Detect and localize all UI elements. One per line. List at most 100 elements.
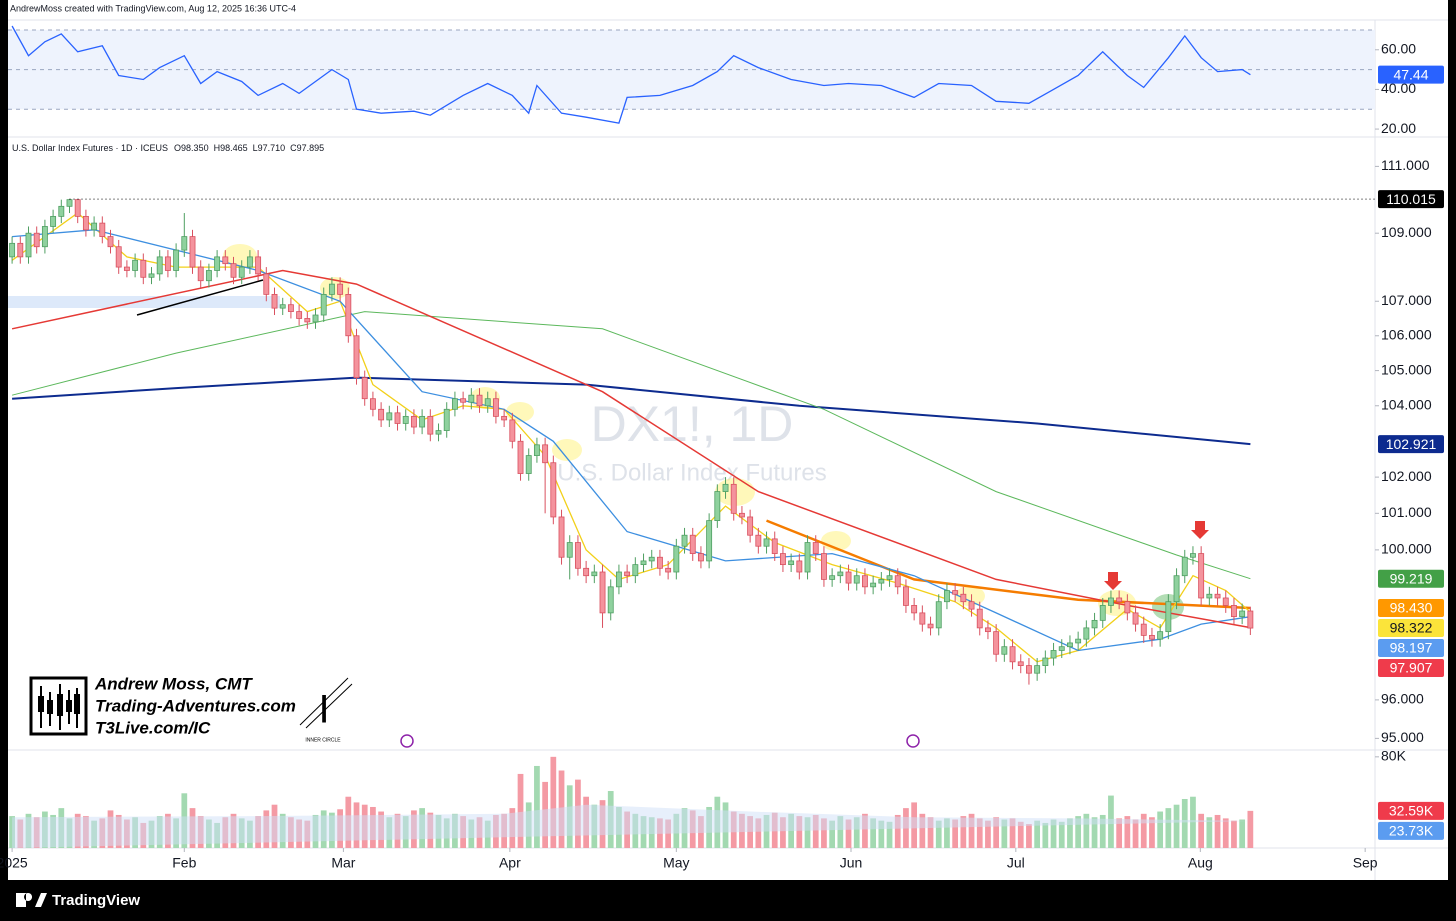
watermark-ticker: DX1!, 1D [591, 396, 794, 452]
y-tick-label: 20.00 [1381, 120, 1416, 136]
candle-body [1140, 623, 1147, 636]
candle-body [484, 398, 491, 407]
highlight [552, 439, 582, 461]
candle-body [870, 582, 877, 588]
candle-body [566, 542, 573, 558]
y-tick-label: 95.000 [1381, 729, 1424, 745]
volume-bar [1231, 820, 1237, 848]
logo-letter: I [318, 688, 329, 732]
brand-line: Trading-Adventures.com [95, 696, 296, 715]
candle-body [255, 256, 262, 275]
credit: AndrewMoss created with TradingView.com,… [10, 3, 296, 13]
volume-bar [829, 820, 836, 848]
price-label-box [1378, 801, 1444, 820]
candle-body [804, 542, 811, 573]
candle-body [656, 556, 663, 569]
price-label-box [1378, 569, 1444, 588]
candle-body [17, 242, 24, 258]
candle-body [943, 590, 950, 603]
x-tick-label: May [663, 855, 689, 871]
candle-body [747, 516, 754, 536]
volume-bar [1026, 824, 1032, 848]
symbol: U.S. Dollar Index Futures · 1D · ICEUS [12, 143, 168, 153]
brand-line: T3Live.com/IC [95, 718, 211, 737]
ohlc: O98.350 [174, 143, 209, 153]
volume-bar [1001, 819, 1008, 848]
x-tick-label: Aug [1188, 855, 1213, 871]
volume-bar [944, 818, 950, 848]
volume-bar [1165, 808, 1172, 848]
candle-body [1173, 575, 1180, 603]
candle-body [968, 601, 975, 610]
y-tick-label: 100.000 [1381, 541, 1432, 557]
candle-body [919, 612, 926, 625]
candle-body [427, 415, 434, 435]
x-tick-label: Apr [499, 855, 521, 871]
volume-bar [1149, 817, 1155, 848]
candle-body [517, 440, 524, 474]
candle-body [1034, 665, 1041, 674]
candle-body [9, 242, 16, 258]
candle-body [665, 567, 672, 573]
event-icons [400, 734, 920, 748]
candle-body [509, 419, 516, 442]
candle-body [402, 415, 409, 424]
candle-body [419, 415, 426, 428]
candle-body [1206, 593, 1213, 599]
candle-body [91, 222, 98, 231]
volume-bar [1017, 821, 1024, 848]
volume-bar [1083, 813, 1090, 848]
volume-bar [968, 813, 975, 848]
volume-bar [1075, 816, 1082, 848]
volume-bar [1198, 813, 1205, 848]
volume-bar [821, 818, 827, 848]
y-tick-label: 80K [1381, 748, 1407, 764]
volume-bar [1124, 816, 1131, 848]
candle-body [435, 430, 442, 435]
y-tick-label: 101.000 [1381, 504, 1432, 520]
candle-body [304, 318, 311, 323]
volume-bar [747, 816, 754, 848]
candle-body [911, 605, 918, 614]
candle-body [492, 398, 499, 417]
candle-body [386, 412, 393, 421]
candle-body [902, 586, 909, 606]
candle-body [591, 571, 598, 577]
price-label-box [1378, 619, 1444, 638]
volume-bar [1009, 818, 1016, 848]
volume-bar [1190, 796, 1196, 848]
arrow [1104, 572, 1122, 590]
candle-body [451, 398, 458, 410]
candle-body [82, 215, 89, 231]
candle-body [1058, 646, 1065, 651]
candle-body [1247, 610, 1254, 629]
candle-body [837, 571, 844, 577]
candle-body [1149, 634, 1155, 640]
candle-body [755, 534, 762, 547]
candle-body [115, 246, 122, 268]
candle-body [132, 259, 139, 271]
candle-body [1001, 646, 1008, 655]
volume-bar [960, 816, 967, 848]
brand-line: Andrew Moss, CMT [94, 674, 253, 693]
volume-bar [1132, 819, 1139, 848]
candle-body [369, 398, 376, 410]
y-tick-label: 96.000 [1381, 691, 1424, 707]
price-label: 99.219 [1390, 570, 1433, 586]
candle-body [1026, 665, 1032, 674]
branding: Andrew Moss, CMT Trading-Adventures.com … [29, 674, 353, 743]
x-tick-label: Jul [1007, 855, 1025, 871]
moving-average [11, 269, 1251, 629]
volume-bar [755, 818, 762, 848]
candle-body [878, 579, 885, 584]
candle-body [99, 222, 106, 237]
candle-body [771, 538, 778, 554]
y-tick-label: 105.000 [1381, 361, 1432, 377]
candle-body [501, 415, 508, 421]
volume-bar [517, 773, 524, 848]
volume-bar [935, 820, 942, 848]
candle-body [205, 270, 212, 282]
ohlc: H98.465 [214, 143, 248, 153]
candle-body [361, 377, 368, 400]
